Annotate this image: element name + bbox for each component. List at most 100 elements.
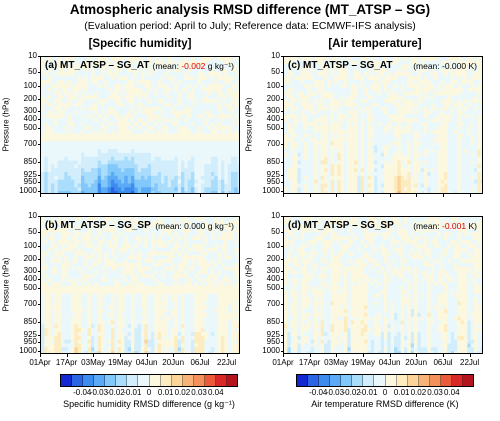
heatmap-cell bbox=[114, 145, 119, 150]
heatmap-cell bbox=[424, 87, 428, 92]
heatmap-cell bbox=[54, 95, 59, 100]
heatmap-cell bbox=[157, 60, 162, 66]
heatmap-cell bbox=[194, 191, 199, 193]
heatmap-cell bbox=[111, 259, 115, 264]
heatmap-cell bbox=[147, 141, 152, 146]
heatmap-cell bbox=[184, 224, 189, 229]
heatmap-cell bbox=[227, 87, 232, 92]
heatmap-cell bbox=[191, 83, 195, 89]
heatmap-cell bbox=[181, 332, 185, 337]
heatmap-cell bbox=[211, 278, 215, 283]
heatmap-cell bbox=[74, 263, 79, 268]
heatmap-cell bbox=[337, 83, 342, 89]
heatmap-cell bbox=[67, 270, 72, 275]
heatmap-cell bbox=[197, 76, 202, 81]
heatmap-cell bbox=[154, 266, 159, 272]
heatmap-cell bbox=[224, 106, 229, 112]
heatmap-cell bbox=[114, 191, 119, 193]
heatmap-cell bbox=[47, 110, 52, 115]
heatmap-cell bbox=[221, 270, 225, 275]
heatmap-cell bbox=[67, 263, 72, 268]
heatmap-cell bbox=[147, 76, 152, 81]
heatmap-cell bbox=[107, 339, 112, 344]
heatmap-cell bbox=[77, 110, 82, 115]
heatmap-cell bbox=[104, 289, 109, 295]
heatmap-cell bbox=[131, 191, 135, 193]
heatmap-cell bbox=[101, 259, 105, 264]
heatmap-cell bbox=[167, 217, 172, 222]
heatmap-cell bbox=[84, 145, 89, 150]
heatmap-cell bbox=[207, 263, 212, 268]
heatmap-cell bbox=[330, 80, 335, 85]
heatmap-cell bbox=[51, 60, 55, 66]
heatmap-cell bbox=[137, 83, 142, 89]
heatmap-cell bbox=[224, 103, 229, 108]
heatmap-cell bbox=[134, 243, 139, 249]
heatmap-cell bbox=[84, 183, 89, 188]
heatmap-cell bbox=[154, 286, 159, 291]
heatmap-cell bbox=[131, 240, 135, 245]
heatmap-cell bbox=[440, 83, 445, 89]
heatmap-cell bbox=[237, 118, 239, 123]
heatmap-cell bbox=[161, 76, 165, 81]
heatmap-cell bbox=[51, 114, 55, 119]
heatmap-cell bbox=[157, 145, 162, 150]
heatmap-cell bbox=[330, 64, 335, 69]
heatmap-cell bbox=[167, 149, 172, 154]
heatmap-cell bbox=[317, 87, 322, 92]
heatmap-cell bbox=[44, 114, 49, 119]
heatmap-cell bbox=[87, 351, 92, 353]
heatmap-cell bbox=[187, 263, 192, 268]
heatmap-cell bbox=[184, 255, 189, 260]
heatmap-cell bbox=[87, 305, 92, 310]
heatmap-cell bbox=[141, 83, 145, 89]
heatmap-cell bbox=[71, 83, 75, 89]
heatmap-cell bbox=[127, 343, 132, 348]
heatmap-cell bbox=[67, 149, 72, 154]
heatmap-cell bbox=[51, 68, 55, 73]
heatmap-cell bbox=[107, 328, 112, 333]
heatmap-cell bbox=[204, 133, 209, 138]
heatmap-cell bbox=[417, 72, 422, 77]
heatmap-cell bbox=[227, 80, 232, 85]
heatmap-cell bbox=[214, 57, 219, 62]
heatmap-cell bbox=[101, 251, 105, 256]
heatmap-cell bbox=[217, 126, 222, 131]
heatmap-cell bbox=[197, 160, 202, 165]
heatmap-cell bbox=[127, 133, 132, 138]
heatmap-cell bbox=[151, 187, 155, 192]
heatmap-cell bbox=[177, 106, 182, 112]
heatmap-cell bbox=[237, 328, 239, 333]
heatmap-cell bbox=[191, 68, 195, 73]
heatmap-cell bbox=[174, 99, 179, 104]
heatmap-cell bbox=[57, 351, 62, 353]
heatmap-cell bbox=[174, 126, 179, 131]
heatmap-cell bbox=[147, 164, 152, 169]
heatmap-cell bbox=[204, 110, 209, 115]
heatmap-cell bbox=[74, 160, 79, 165]
heatmap-cell bbox=[221, 247, 225, 252]
heatmap-cell bbox=[201, 87, 205, 92]
heatmap-cell bbox=[84, 95, 89, 100]
heatmap-cell bbox=[227, 324, 232, 329]
heatmap-cell bbox=[144, 187, 149, 192]
heatmap-cell bbox=[54, 232, 59, 237]
heatmap-cell bbox=[124, 236, 129, 241]
heatmap-cell bbox=[447, 80, 452, 85]
heatmap-cell bbox=[131, 343, 135, 348]
x-tick-mark bbox=[66, 194, 68, 197]
heatmap-cell bbox=[197, 156, 202, 161]
heatmap-cell bbox=[207, 328, 212, 333]
x-tick-mark bbox=[173, 354, 175, 357]
heatmap-cell bbox=[161, 301, 165, 306]
heatmap-cell bbox=[221, 183, 225, 188]
heatmap-cell bbox=[394, 60, 398, 66]
heatmap-cell bbox=[467, 76, 472, 81]
heatmap-cell bbox=[111, 114, 115, 119]
heatmap-cell bbox=[121, 76, 125, 81]
heatmap-cell bbox=[104, 236, 109, 241]
heatmap-cell bbox=[137, 316, 142, 321]
heatmap-cell bbox=[164, 309, 169, 314]
heatmap-cell bbox=[91, 263, 95, 268]
heatmap-cell bbox=[197, 289, 202, 295]
